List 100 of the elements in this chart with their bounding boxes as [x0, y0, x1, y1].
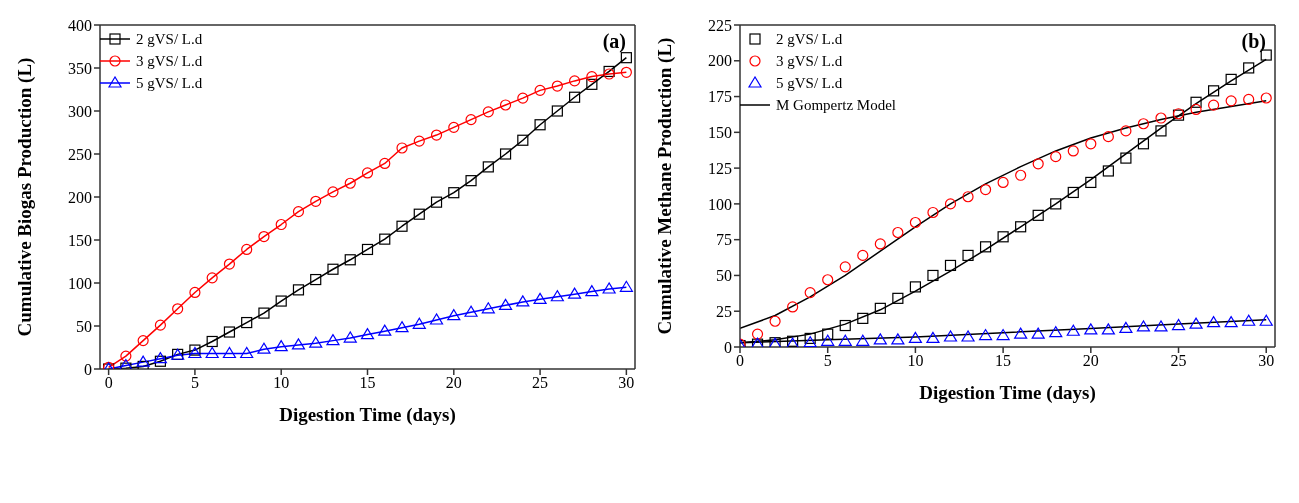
point: [1102, 131, 1114, 143]
point: [619, 280, 633, 292]
point: [908, 331, 923, 344]
legend-label: M Gompertz Model: [776, 96, 896, 114]
point: [448, 187, 460, 199]
point: [961, 330, 975, 342]
point: [154, 319, 166, 331]
point: [1243, 62, 1255, 74]
point: [551, 80, 563, 92]
point: [1066, 324, 1080, 336]
point: [585, 285, 599, 297]
point: [464, 305, 478, 317]
x-tick-label: 15: [995, 352, 1012, 370]
point: [787, 301, 799, 313]
point: [275, 295, 287, 307]
point: [291, 338, 306, 350]
point: [1225, 95, 1237, 107]
point: [240, 346, 254, 359]
y-tick-label: 200: [68, 188, 92, 206]
point: [769, 315, 781, 327]
point: [534, 119, 546, 131]
y-tick-label: 150: [68, 231, 92, 249]
point: [1242, 314, 1256, 326]
y-tick-label: 25: [716, 302, 732, 320]
y-tick-label: 200: [708, 52, 732, 70]
point: [962, 191, 974, 203]
point: [1137, 118, 1150, 130]
point: [1190, 96, 1202, 108]
point: [822, 328, 834, 340]
point: [1154, 320, 1168, 332]
point: [1171, 318, 1186, 331]
x-tick-label: 25: [1170, 352, 1187, 370]
point: [361, 243, 374, 256]
point: [1224, 316, 1238, 328]
x-tick-label: 20: [445, 374, 462, 392]
y-tick-label: 125: [708, 159, 732, 177]
point: [206, 335, 218, 348]
point: [1189, 317, 1203, 329]
point: [551, 105, 563, 117]
point: [1243, 93, 1255, 106]
point: [569, 75, 581, 87]
point: [1136, 320, 1151, 332]
x-tick-label: 10: [907, 352, 924, 370]
point: [136, 355, 150, 367]
point: [534, 84, 546, 96]
point: [257, 342, 271, 354]
point: [172, 303, 184, 315]
y-tick-label: 350: [68, 59, 92, 77]
point: [327, 263, 339, 275]
y-tick-label: 300: [68, 102, 92, 120]
x-tick-label: 0: [104, 374, 113, 392]
point: [804, 287, 816, 299]
point: [1208, 99, 1220, 111]
x-axis-title: Digestion Time (days): [279, 404, 456, 426]
y-tick-label: 250: [68, 145, 92, 163]
point: [1032, 209, 1044, 221]
point: [1207, 316, 1221, 328]
point: [1137, 138, 1150, 150]
point: [803, 336, 817, 347]
x-tick-label: 5: [823, 352, 832, 370]
point: [1049, 326, 1063, 338]
x-axis-title: Digestion Time (days): [919, 382, 1096, 404]
point: [1120, 152, 1132, 164]
point: [962, 249, 974, 262]
point: [943, 330, 958, 342]
legend-label: 5 gVS/ L.d: [136, 74, 203, 92]
y-tick-label: 75: [716, 231, 732, 249]
point: [1225, 73, 1237, 85]
point: [379, 233, 391, 245]
point: [1155, 125, 1167, 137]
point: [481, 302, 495, 314]
point: [1084, 323, 1098, 335]
y-axis-title: Cumulative Methane Production (L): [653, 37, 676, 335]
point: [856, 334, 870, 346]
point: [223, 258, 236, 270]
point: [292, 206, 305, 218]
point: [396, 220, 408, 232]
point: [533, 292, 547, 304]
point: [413, 208, 425, 220]
x-tick-label: 10: [273, 374, 290, 392]
point: [1085, 138, 1097, 150]
point: [206, 272, 218, 284]
point: [1032, 158, 1044, 170]
point: [927, 269, 939, 282]
point: [874, 302, 886, 314]
point: [1015, 221, 1027, 233]
point: [979, 241, 992, 253]
legend-label: 3 gVS/ L.d: [776, 52, 843, 70]
point: [412, 317, 426, 329]
x-tick-label: 25: [532, 374, 549, 392]
y-axis-title: Cumulative Biogas Production (L): [13, 57, 36, 337]
point: [517, 92, 529, 104]
point: [909, 281, 922, 293]
point: [1120, 125, 1132, 137]
point: [430, 129, 443, 141]
y-tick-label: 100: [708, 195, 732, 213]
point: [205, 346, 219, 359]
point: [996, 328, 1010, 341]
point: [1014, 327, 1028, 339]
point: [839, 319, 851, 332]
